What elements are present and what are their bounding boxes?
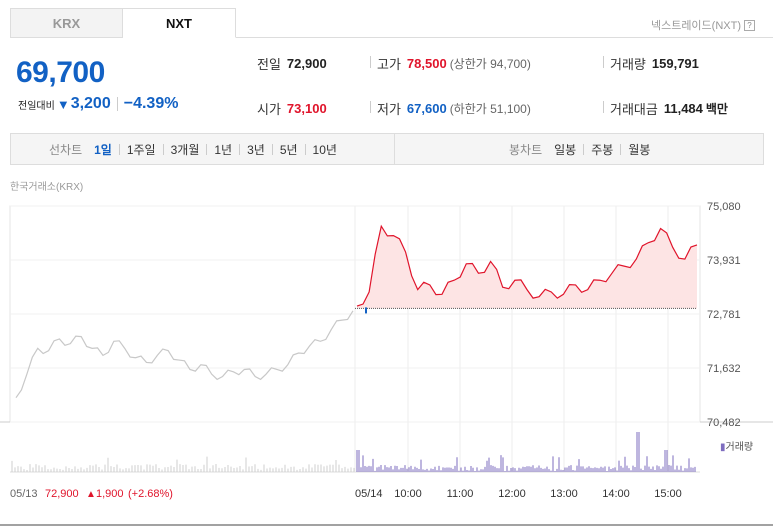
volume-legend: ▮거래량 [720, 441, 753, 453]
period-separator [118, 143, 120, 155]
exchange-label: 한국거래소(KRX) [10, 182, 84, 193]
stat-open: 시가 73,100 [257, 99, 327, 118]
upper-limit: (상한가 94,700) [449, 57, 531, 71]
volume-chart [11, 432, 696, 472]
stat-label: 전일 [257, 57, 281, 72]
period-separator [620, 143, 622, 155]
period-monthly[interactable]: 월봉 [628, 142, 651, 157]
x-tick-label: 11:00 [447, 488, 474, 500]
prev-day-series [15, 310, 354, 399]
prev-day-change-pct: (+2.68%) [128, 488, 173, 500]
prev-day-date: 05/13 [10, 488, 38, 500]
tab-krx[interactable]: KRX [10, 8, 123, 38]
period-daily[interactable]: 일봉 [554, 142, 577, 157]
stat-divider [603, 56, 604, 68]
period-1w[interactable]: 1주일 [126, 142, 156, 157]
x-tick-label: 10:00 [394, 488, 422, 500]
stat-divider [370, 56, 371, 68]
period-weekly[interactable]: 주봉 [591, 142, 614, 157]
stat-divider [370, 101, 371, 113]
x-tick-label: 05/14 [355, 488, 383, 500]
stat-divider [603, 101, 604, 113]
period-3y[interactable]: 3년 [247, 142, 265, 157]
change-separator [116, 97, 118, 111]
stat-label: 저가 [377, 102, 401, 117]
price-change: 전일대비 ▼ 3,200 −4.39% [18, 95, 178, 113]
prev-day-summary: 05/13 72,900 ▲ 1,900 (+2.68%) [10, 488, 173, 500]
stat-prev-close: 전일 72,900 [257, 54, 327, 73]
up-triangle-icon: ▲ [86, 489, 96, 500]
y-tick-label: 72,781 [707, 309, 741, 321]
stat-low: 저가 67,600 (하한가 51,100) [377, 99, 531, 118]
stat-trade-value: 거래대금 11,484 백만 [610, 99, 728, 118]
prev-day-line [15, 310, 354, 399]
period-1y[interactable]: 1년 [214, 142, 233, 157]
period-separator [162, 143, 164, 155]
nxt-link-label: 넥스트레이드(NXT) [650, 20, 741, 32]
x-tick-label: 13:00 [550, 488, 578, 500]
stat-value: 72,900 [286, 56, 327, 71]
period-separator [271, 143, 273, 155]
y-tick-label: 73,931 [707, 255, 741, 267]
tab-nxt[interactable]: NXT [123, 8, 236, 38]
period-separator [304, 143, 306, 155]
today-area-fill [357, 226, 697, 309]
candle-chart-periods: 봉차트 일봉 주봉 월봉 [509, 134, 650, 164]
period-10y[interactable]: 10년 [312, 142, 337, 157]
period-5y[interactable]: 5년 [279, 142, 298, 157]
down-triangle-icon: ▼ [56, 96, 70, 112]
prev-day-close: 72,900 [45, 488, 79, 500]
x-tick-label: 15:00 [654, 488, 682, 500]
stat-value: 78,500 [406, 56, 447, 71]
lower-limit: (하한가 51,100) [449, 102, 531, 116]
chart-grid [0, 205, 773, 526]
stat-unit: 백만 [705, 102, 728, 116]
stat-label: 거래대금 [610, 102, 658, 117]
stat-value: 11,484 [663, 101, 703, 116]
change-percent: −4.39% [123, 95, 179, 112]
period-separator [239, 143, 241, 155]
today-price-line [356, 224, 698, 307]
help-icon[interactable]: ? [744, 19, 755, 31]
stat-label: 고가 [377, 57, 401, 72]
stat-volume: 거래량 159,791 [610, 54, 699, 73]
period-separator [206, 143, 208, 155]
stat-value: 67,600 [406, 101, 447, 116]
chart-period-bar: 선차트 1일 1주일 3개월 1년 3년 5년 10년 봉차트 일봉 주봉 월봉 [10, 133, 764, 165]
volume-legend-label: 거래량 [726, 441, 754, 453]
exchange-tabs: KRX NXT [10, 8, 236, 38]
volume-legend-icon: ▮ [720, 442, 726, 453]
period-1d[interactable]: 1일 [94, 142, 112, 157]
candle-chart-label: 봉차트 [509, 142, 543, 157]
line-chart-periods: 선차트 1일 1주일 3개월 1년 3년 5년 10년 [49, 134, 337, 164]
today-series [355, 224, 698, 314]
x-tick-label: 12:00 [498, 488, 526, 500]
y-axis: 75,080 73,931 72,781 71,632 70,482 [707, 201, 741, 429]
x-tick-label: 14:00 [602, 488, 630, 500]
y-tick-label: 75,080 [707, 201, 741, 213]
y-tick-label: 71,632 [707, 363, 741, 375]
nxt-info-link[interactable]: 넥스트레이드(NXT) ? [651, 17, 755, 33]
change-amount: 3,200 [70, 95, 111, 112]
tab-divider-line [236, 37, 773, 38]
period-bar-divider [394, 134, 395, 164]
line-chart-label: 선차트 [49, 142, 83, 157]
change-label: 전일대비 [18, 100, 55, 112]
period-separator [583, 143, 585, 155]
period-3m[interactable]: 3개월 [170, 142, 200, 157]
price-chart: 75,080 73,931 72,781 71,632 70,482 05/14 10:0… [0, 201, 773, 526]
stat-value: 159,791 [651, 56, 699, 71]
stat-high: 고가 78,500 (상한가 94,700) [377, 54, 531, 73]
stat-label: 시가 [257, 102, 281, 117]
stat-label: 거래량 [610, 57, 646, 72]
prev-day-change: 1,900 [96, 488, 124, 500]
y-tick-label: 70,482 [707, 417, 741, 429]
stat-value: 73,100 [286, 101, 327, 116]
current-price: 69,700 [16, 56, 105, 89]
x-axis: 05/14 10:00 11:00 12:00 13:00 14:00 15:00 [355, 488, 682, 500]
